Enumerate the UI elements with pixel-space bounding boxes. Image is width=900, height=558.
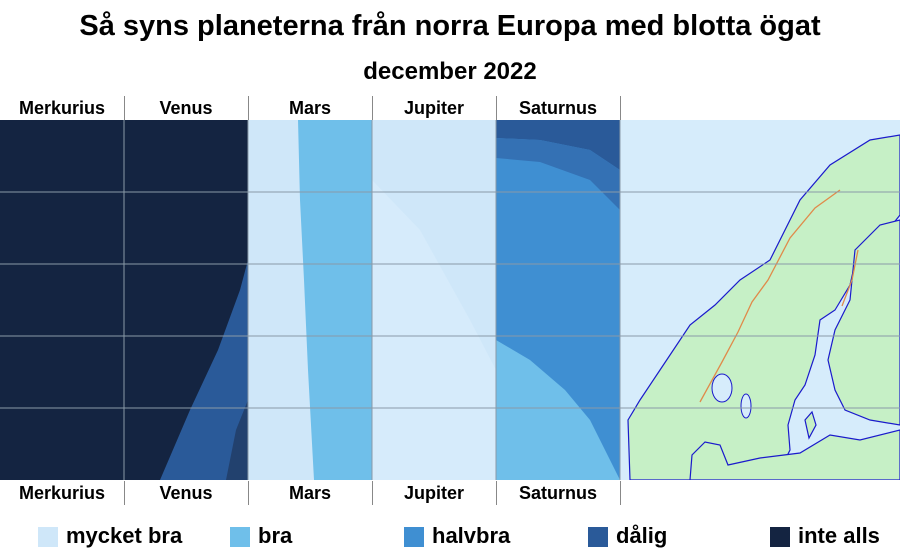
planet-label-saturnus: Saturnus — [518, 483, 597, 503]
planet-label-merkurius: Merkurius — [18, 98, 106, 118]
cell-saturnus-dalig — [496, 120, 620, 170]
label-separator — [248, 96, 249, 120]
legend-swatch — [588, 527, 608, 547]
legend-swatch — [404, 527, 424, 547]
planet-label-venus: Venus — [159, 483, 213, 503]
europe-map — [620, 120, 900, 480]
planet-label-jupiter: Jupiter — [403, 483, 464, 503]
planet-label-merkurius: Merkurius — [18, 483, 106, 503]
planet-label-mars: Mars — [288, 98, 332, 118]
legend-label: dålig — [616, 523, 668, 548]
label-separator — [248, 481, 249, 505]
chart-subtitle: december 2022 — [363, 58, 537, 85]
label-separator — [124, 481, 125, 505]
cell-merkurius — [0, 120, 124, 480]
map-gotland — [804, 410, 817, 440]
map-south-coast — [689, 429, 900, 480]
label-separator — [620, 96, 621, 120]
legend-swatch — [38, 527, 58, 547]
planet-labels-top: Merkurius Venus Mars Jupiter Saturnus — [0, 96, 621, 120]
legend-label: bra — [258, 523, 293, 548]
cell-saturnus-bra — [496, 340, 620, 480]
legend-label: inte alls — [798, 523, 880, 548]
grid-lines — [0, 120, 900, 480]
map-lake — [711, 373, 733, 403]
cell-venus-dalig-inner — [226, 400, 248, 480]
map-border — [841, 249, 859, 307]
visibility-heatmap — [0, 120, 900, 480]
legend-swatch — [230, 527, 250, 547]
legend-label: mycket bra — [66, 523, 183, 548]
label-separator — [620, 481, 621, 505]
cell-mars-bra — [298, 120, 372, 480]
map-border — [699, 189, 841, 403]
label-separator — [124, 96, 125, 120]
label-separator — [496, 96, 497, 120]
label-separator — [496, 481, 497, 505]
label-separator — [372, 481, 373, 505]
planet-label-jupiter: Jupiter — [403, 98, 464, 118]
legend-label: halvbra — [432, 523, 511, 548]
planet-label-saturnus: Saturnus — [518, 98, 597, 118]
cell-saturnus-halvbra-dark — [496, 138, 620, 210]
label-separator — [372, 96, 373, 120]
planet-label-venus: Venus — [159, 98, 213, 118]
map-lake — [740, 393, 752, 419]
planet-labels-bottom: Merkurius Venus Mars Jupiter Saturnus — [0, 481, 621, 505]
chart-title: Så syns planeterna från norra Europa med… — [79, 10, 821, 42]
cell-jupiter-light — [372, 180, 496, 480]
map-scandinavia — [627, 134, 900, 480]
legend: mycket bra bra halvbra dålig inte alls — [0, 521, 900, 553]
legend-swatch — [770, 527, 790, 547]
cell-venus-dalig — [160, 260, 248, 480]
planet-label-mars: Mars — [288, 483, 332, 503]
map-finland — [827, 219, 900, 426]
